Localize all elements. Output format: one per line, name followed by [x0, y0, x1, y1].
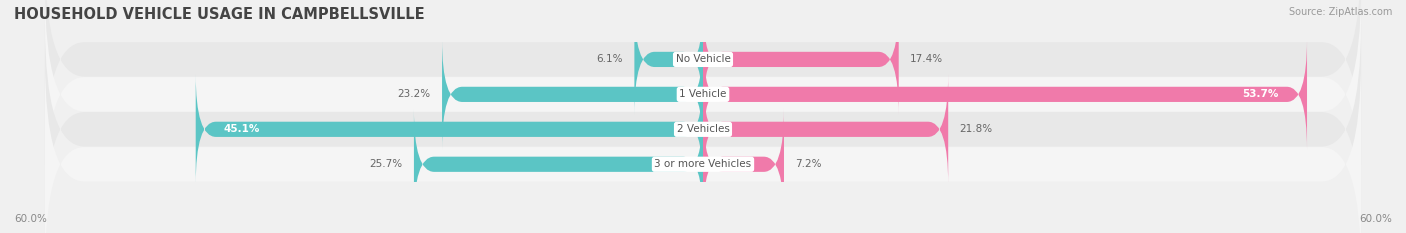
Text: 60.0%: 60.0%: [1360, 214, 1392, 224]
Text: 7.2%: 7.2%: [796, 159, 821, 169]
Text: 1 Vehicle: 1 Vehicle: [679, 89, 727, 99]
Text: 21.8%: 21.8%: [959, 124, 993, 134]
FancyBboxPatch shape: [45, 0, 1361, 164]
FancyBboxPatch shape: [441, 39, 703, 150]
Text: 45.1%: 45.1%: [224, 124, 260, 134]
FancyBboxPatch shape: [45, 59, 1361, 233]
FancyBboxPatch shape: [703, 109, 785, 219]
Text: Source: ZipAtlas.com: Source: ZipAtlas.com: [1288, 7, 1392, 17]
Text: 60.0%: 60.0%: [14, 214, 46, 224]
Text: HOUSEHOLD VEHICLE USAGE IN CAMPBELLSVILLE: HOUSEHOLD VEHICLE USAGE IN CAMPBELLSVILL…: [14, 7, 425, 22]
FancyBboxPatch shape: [703, 39, 1308, 150]
FancyBboxPatch shape: [45, 0, 1361, 199]
Text: 6.1%: 6.1%: [596, 55, 623, 64]
FancyBboxPatch shape: [634, 4, 703, 115]
FancyBboxPatch shape: [195, 74, 703, 185]
Text: 53.7%: 53.7%: [1243, 89, 1279, 99]
Text: 23.2%: 23.2%: [398, 89, 430, 99]
FancyBboxPatch shape: [703, 4, 898, 115]
Text: 2 Vehicles: 2 Vehicles: [676, 124, 730, 134]
Text: 25.7%: 25.7%: [370, 159, 402, 169]
Text: 3 or more Vehicles: 3 or more Vehicles: [654, 159, 752, 169]
FancyBboxPatch shape: [413, 109, 703, 219]
Text: 17.4%: 17.4%: [910, 55, 943, 64]
Text: No Vehicle: No Vehicle: [675, 55, 731, 64]
FancyBboxPatch shape: [703, 74, 948, 185]
FancyBboxPatch shape: [45, 24, 1361, 233]
